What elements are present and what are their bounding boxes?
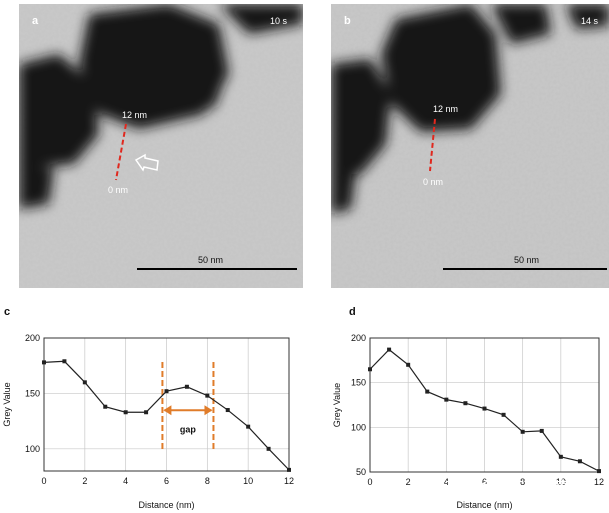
data-point-c-2 bbox=[82, 380, 87, 385]
scale-label-a: 50 nm bbox=[198, 255, 223, 265]
x-tick-label-c-2: 4 bbox=[123, 476, 128, 486]
data-point-d-2 bbox=[406, 362, 411, 367]
data-point-c-8 bbox=[205, 393, 210, 398]
data-point-d-11 bbox=[577, 459, 582, 464]
data-point-d-7 bbox=[501, 412, 506, 417]
x-axis-title-c: Distance (nm) bbox=[138, 500, 194, 510]
marker-bottom-b: 0 nm bbox=[423, 177, 443, 187]
x-tick-label-c-3: 6 bbox=[164, 476, 169, 486]
data-point-c-11 bbox=[266, 446, 271, 451]
y-tick-label-c-2: 200 bbox=[25, 333, 40, 343]
panel-letter-c: c bbox=[4, 306, 10, 318]
panel-letter-b: b bbox=[344, 15, 351, 27]
marker-top-b: 12 nm bbox=[433, 104, 458, 114]
scale-label-b: 50 nm bbox=[514, 255, 539, 265]
plot-frame-c bbox=[43, 337, 290, 472]
gap-arrow-right-head-c bbox=[204, 405, 213, 416]
marker-top-a: 12 nm bbox=[122, 110, 147, 120]
arrow-icon bbox=[134, 153, 159, 172]
x-tick-label-d-0: 0 bbox=[367, 477, 372, 487]
x-tick-label-d-4: 8 bbox=[520, 477, 525, 487]
panel-letter-a: a bbox=[32, 15, 39, 27]
y-tick-label-c-1: 150 bbox=[25, 388, 40, 398]
data-point-c-9 bbox=[225, 408, 230, 413]
y-tick-label-d-1: 100 bbox=[351, 422, 366, 432]
chart-d: 0 2 4 6 8 10 12 50 100 150 200 Distance (nm) Grey Va… bbox=[332, 333, 604, 510]
x-tick-label-d-5: 10 bbox=[556, 477, 566, 487]
x-tick-label-c-5: 10 bbox=[243, 476, 253, 486]
data-point-c-0 bbox=[42, 360, 46, 365]
x-tick-label-d-3: 6 bbox=[482, 477, 487, 487]
y-axis-title-d: Grey Value bbox=[332, 383, 342, 427]
measurement-line-a bbox=[115, 123, 127, 181]
data-point-c-7 bbox=[184, 384, 189, 389]
y-tick-label-d-0: 50 bbox=[356, 467, 366, 477]
micrograph-b-image bbox=[331, 4, 609, 288]
x-tick-label-d-6: 12 bbox=[594, 477, 604, 487]
gap-arrow-left-head-c bbox=[163, 405, 172, 416]
timestamp-a: 10 s bbox=[270, 16, 288, 26]
plot-frame-d bbox=[369, 337, 600, 473]
y-tick-label-d-2: 150 bbox=[351, 378, 366, 388]
x-tick-label-c-0: 0 bbox=[41, 476, 46, 486]
data-point-d-6 bbox=[482, 406, 487, 411]
data-point-d-10 bbox=[558, 454, 563, 459]
chart-c: 0 2 4 6 8 10 12 100 150 200 Distance (nm) Grey Valu… bbox=[2, 333, 294, 510]
y-axis-title-c: Grey Value bbox=[2, 382, 12, 426]
data-point-d-12 bbox=[597, 469, 601, 474]
marker-bottom-a: 0 nm bbox=[108, 185, 128, 195]
data-point-d-4 bbox=[444, 397, 449, 402]
data-point-d-9 bbox=[539, 428, 544, 433]
x-tick-label-d-2: 4 bbox=[444, 477, 449, 487]
data-point-c-5 bbox=[144, 410, 149, 415]
data-point-c-6 bbox=[164, 389, 169, 394]
data-point-c-10 bbox=[246, 424, 251, 429]
data-point-c-4 bbox=[123, 410, 128, 415]
micrograph-a bbox=[19, 4, 303, 288]
data-point-d-1 bbox=[387, 347, 392, 352]
data-point-d-0 bbox=[368, 367, 372, 372]
x-tick-label-c-6: 12 bbox=[284, 476, 294, 486]
x-tick-label-c-1: 2 bbox=[82, 476, 87, 486]
timestamp-b: 14 s bbox=[581, 16, 599, 26]
micrograph-b bbox=[331, 4, 609, 288]
data-point-c-1 bbox=[62, 359, 67, 364]
data-point-c-3 bbox=[103, 404, 108, 409]
gap-label-c: gap bbox=[180, 424, 197, 434]
micrograph-a-image bbox=[19, 4, 303, 288]
data-point-d-8 bbox=[520, 429, 525, 434]
watermark: 知乎 @金鉴实验室李工 bbox=[430, 478, 585, 496]
data-point-c-12 bbox=[287, 467, 291, 472]
y-tick-label-c-0: 100 bbox=[25, 444, 40, 454]
panel-letter-d: d bbox=[349, 306, 356, 318]
y-tick-label-d-3: 200 bbox=[351, 333, 366, 343]
x-tick-label-d-1: 2 bbox=[406, 477, 411, 487]
x-tick-label-c-4: 8 bbox=[205, 476, 210, 486]
data-point-d-3 bbox=[425, 389, 430, 394]
x-axis-title-d: Distance (nm) bbox=[456, 500, 512, 510]
measurement-line-b bbox=[429, 118, 436, 172]
data-point-d-5 bbox=[463, 401, 468, 406]
